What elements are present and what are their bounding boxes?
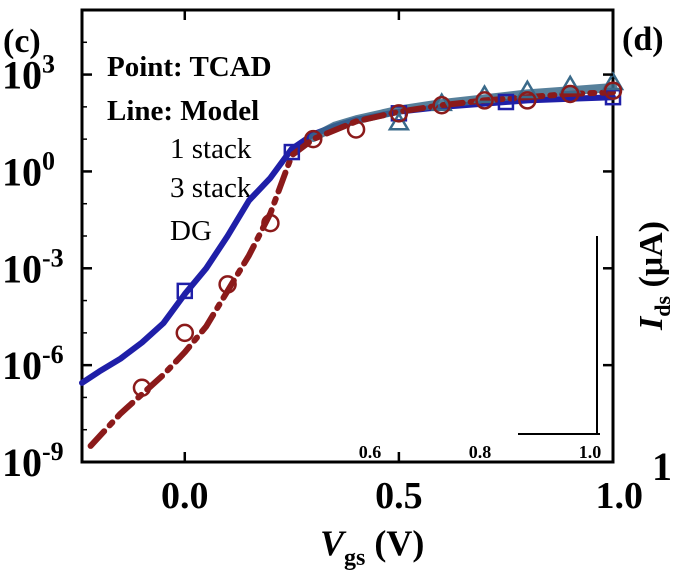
point-dg-3 <box>261 213 280 233</box>
right-panel-partial-tick: 1 <box>652 444 672 489</box>
point-3-stack-3 <box>516 79 539 99</box>
y-tick-label-2: 10-3 <box>2 243 64 291</box>
series-lines <box>79 83 618 449</box>
panel-label-right: (d) <box>622 21 664 58</box>
x-tick-label-0: 0.0 <box>161 475 209 517</box>
point-3-stack-4 <box>558 74 582 94</box>
point-3-stack-0 <box>387 111 411 131</box>
inset: 0.6 0.8 1.0 <box>359 236 602 462</box>
legend-dg: DG <box>170 215 212 247</box>
x-tick-label-2: 1.0 <box>596 475 644 517</box>
point-dg-4 <box>303 129 323 149</box>
point-dg-9 <box>518 91 537 110</box>
panel-label-left: (c) <box>3 23 41 60</box>
point-dg-1 <box>175 323 195 343</box>
point-1-stack-1 <box>283 143 301 161</box>
y-tick-label-0: 10-9 <box>2 437 64 485</box>
point-dg-5 <box>346 120 366 139</box>
y-ticks: 10-9 10-6 10-3 100 103 <box>2 9 613 485</box>
line-1-stack <box>79 94 616 386</box>
y-tick-label-1: 10-6 <box>2 340 64 388</box>
x-axis-label: Vgs (V) <box>320 523 424 571</box>
inset-tick-label-2: 1.0 <box>579 442 602 462</box>
legend-3-stack: 3 stack <box>170 172 252 204</box>
inset-tick-label-1: 0.8 <box>469 442 492 462</box>
x-ticks: 0.0 0.5 1.0 <box>161 10 643 517</box>
point-dg-2 <box>218 275 237 294</box>
annotation-line: Line: Model <box>107 95 259 127</box>
annotation-point: Point: TCAD <box>107 51 272 83</box>
y-tick-label-3: 100 <box>2 146 55 194</box>
point-dg-7 <box>432 95 451 115</box>
point-dg-10 <box>560 84 580 104</box>
point-1-stack-3 <box>497 93 515 111</box>
series-markers <box>132 71 625 397</box>
y-tick-label-4: 103 <box>2 50 55 98</box>
point-3-stack-5 <box>601 71 625 91</box>
legend-1-stack: 1 stack <box>170 133 252 165</box>
inset-tick-label-0: 0.6 <box>359 442 382 462</box>
point-dg-11 <box>603 81 623 100</box>
point-dg-0 <box>132 378 152 397</box>
point-dg-6 <box>389 104 409 123</box>
point-3-stack-1 <box>430 92 453 112</box>
point-dg-8 <box>475 91 494 110</box>
line-dg <box>87 89 616 449</box>
x-tick-label-1: 0.5 <box>375 475 423 517</box>
right-ylabel: Ids (μA) <box>633 221 675 331</box>
point-1-stack-0 <box>176 282 194 300</box>
